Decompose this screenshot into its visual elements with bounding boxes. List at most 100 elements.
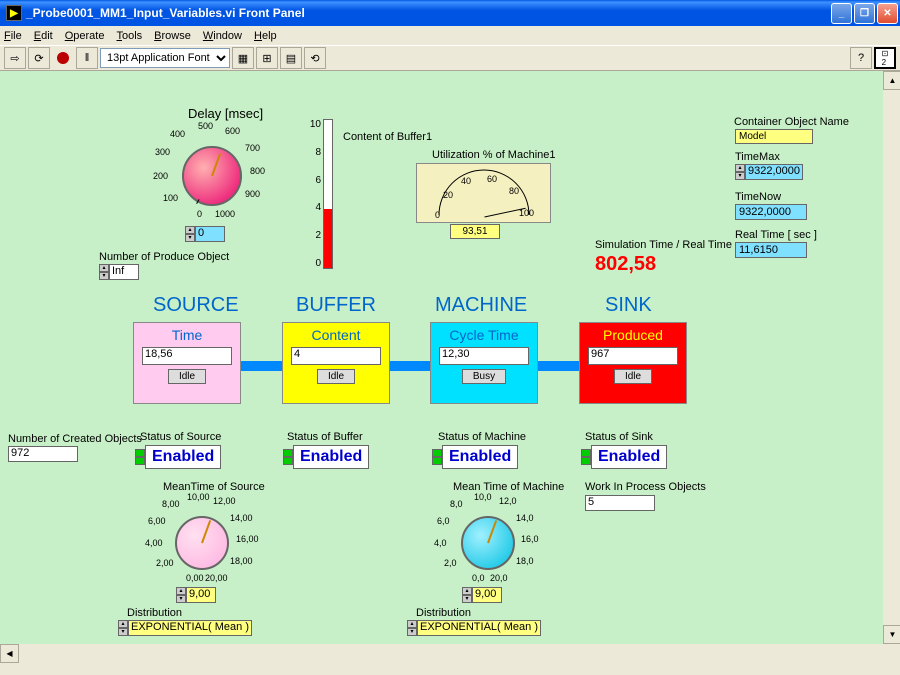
- status-buffer[interactable]: Enabled: [283, 445, 369, 469]
- abort-button[interactable]: [57, 52, 69, 64]
- window-title: _Probe0001_MM1_Input_Variables.vi Front …: [26, 6, 829, 20]
- timemax-label: TimeMax: [735, 151, 780, 163]
- delay-tick-900: 900: [245, 189, 260, 199]
- buffer-block-label: Content: [287, 327, 385, 343]
- mm-tick0: 0,0: [472, 573, 485, 583]
- status-buffer-label: Status of Buffer: [287, 431, 363, 443]
- buffer-thermometer: 10 8 6 4 2 0: [307, 119, 333, 269]
- toolbar: ⇨ ⟳ ‖ 13pt Application Font ▦ ⊞ ▤ ⟲ ? ⊡2: [0, 45, 900, 71]
- machine-block-label: Cycle Time: [435, 327, 533, 343]
- delay-tick-100: 100: [163, 193, 178, 203]
- mean-source-dist[interactable]: ▴▾ EXPONENTIAL( Mean ): [118, 620, 252, 636]
- machine-state-button[interactable]: Busy: [462, 369, 506, 384]
- run-continuous-button[interactable]: ⟳: [28, 47, 50, 69]
- timenow-label: TimeNow: [735, 191, 781, 203]
- status-source-label: Status of Source: [140, 431, 221, 443]
- section-buffer: BUFFER: [296, 294, 376, 317]
- source-block: Time 18,56 Idle: [133, 322, 241, 404]
- wip-label: Work In Process Objects: [585, 481, 706, 493]
- horizontal-scrollbar[interactable]: [0, 644, 900, 661]
- mm-tick5: 10,0: [474, 492, 492, 502]
- mm-tick9: 18,0: [516, 556, 534, 566]
- menu-file[interactable]: File: [4, 30, 22, 42]
- align-button[interactable]: ▦: [232, 47, 254, 69]
- mean-source-input[interactable]: ▴▾ 9,00: [176, 587, 216, 603]
- timenow-value: 9322,0000: [735, 204, 807, 220]
- buffer-thermo-label: Content of Buffer1: [343, 131, 432, 143]
- ms-tick10: 20,00: [205, 573, 228, 583]
- mm-tick6: 12,0: [499, 496, 517, 506]
- reorder-button[interactable]: ▤: [280, 47, 302, 69]
- status-machine[interactable]: Enabled: [432, 445, 518, 469]
- delay-dial[interactable]: [182, 146, 242, 206]
- close-button[interactable]: ✕: [877, 3, 898, 24]
- mm-tick2: 4,0: [434, 538, 447, 548]
- mm-tick4: 8,0: [450, 499, 463, 509]
- delay-input[interactable]: ▴▾ 0: [185, 226, 225, 242]
- buffer-content-value: 4: [291, 347, 381, 365]
- delay-tick-0: 0: [197, 209, 202, 219]
- status-source[interactable]: Enabled: [135, 445, 221, 469]
- delay-tick-700: 700: [245, 143, 260, 153]
- ms-tick3: 6,00: [148, 516, 166, 526]
- mean-machine-dial[interactable]: [461, 516, 515, 570]
- mm-tick10: 20,0: [490, 573, 508, 583]
- menu-help[interactable]: Help: [254, 30, 277, 42]
- vertical-scrollbar[interactable]: [883, 71, 900, 661]
- sim-ratio-label: Simulation Time / Real Time: [595, 239, 732, 251]
- run-button[interactable]: ⇨: [4, 47, 26, 69]
- resize-button[interactable]: ⟲: [304, 47, 326, 69]
- menu-tools[interactable]: Tools: [116, 30, 142, 42]
- menu-edit[interactable]: Edit: [34, 30, 53, 42]
- titlebar: ▶ _Probe0001_MM1_Input_Variables.vi Fron…: [0, 0, 900, 26]
- mean-machine-dist[interactable]: ▴▾ EXPONENTIAL( Mean ): [407, 620, 541, 636]
- ms-tick8: 16,00: [236, 534, 259, 544]
- app-icon: ▶: [6, 5, 22, 21]
- buffer-state-button[interactable]: Idle: [317, 369, 355, 384]
- mean-machine-dist-label: Distribution: [416, 607, 471, 619]
- status-sink-label: Status of Sink: [585, 431, 653, 443]
- sink-state-button[interactable]: Idle: [614, 369, 652, 384]
- ms-tick1: 2,00: [156, 558, 174, 568]
- minimize-button[interactable]: _: [831, 3, 852, 24]
- menu-browse[interactable]: Browse: [154, 30, 191, 42]
- font-select[interactable]: 13pt Application Font: [100, 48, 230, 68]
- timemax-input[interactable]: ▴▾ 9322,0000: [735, 164, 803, 180]
- util-label: Utilization % of Machine1: [432, 149, 556, 161]
- delay-tick-1000: 1000: [215, 209, 235, 219]
- created-value: 972: [8, 446, 78, 462]
- delay-tick-300: 300: [155, 147, 170, 157]
- distribute-button[interactable]: ⊞: [256, 47, 278, 69]
- maximize-button[interactable]: ❐: [854, 3, 875, 24]
- source-time-value: 18,56: [142, 347, 232, 365]
- mean-source-dial[interactable]: [175, 516, 229, 570]
- mm-tick3: 6,0: [437, 516, 450, 526]
- ms-tick5: 10,00: [187, 492, 210, 502]
- realtime-label: Real Time [ sec ]: [735, 229, 817, 241]
- context-help-button[interactable]: ?: [850, 47, 872, 69]
- section-machine: MACHINE: [435, 294, 527, 317]
- machine-cycle-value: 12,30: [439, 347, 529, 365]
- mm-tick7: 14,0: [516, 513, 534, 523]
- container-value: Model: [735, 129, 813, 144]
- mean-source-label: MeanTime of Source: [163, 481, 265, 493]
- mean-source-dist-label: Distribution: [127, 607, 182, 619]
- mean-machine-input[interactable]: ▴▾ 9,00: [462, 587, 502, 603]
- produce-label: Number of Produce Object: [99, 251, 229, 263]
- sim-ratio-value: 802,58: [595, 253, 656, 276]
- menubar: File Edit Operate Tools Browse Window He…: [0, 26, 900, 45]
- buffer-block: Content 4 Idle: [282, 322, 390, 404]
- status-sink[interactable]: Enabled: [581, 445, 667, 469]
- delay-tick-400: 400: [170, 129, 185, 139]
- mm-tick8: 16,0: [521, 534, 539, 544]
- menu-window[interactable]: Window: [203, 30, 242, 42]
- pause-button[interactable]: ‖: [76, 47, 98, 69]
- menu-operate[interactable]: Operate: [65, 30, 105, 42]
- ms-tick9: 18,00: [230, 556, 253, 566]
- wip-value: 5: [585, 495, 655, 511]
- source-state-button[interactable]: Idle: [168, 369, 206, 384]
- produce-input[interactable]: ▴▾ Inf: [99, 264, 139, 280]
- icon-pane-button[interactable]: ⊡2: [874, 47, 896, 69]
- machine-block: Cycle Time 12,30 Busy: [430, 322, 538, 404]
- ms-tick4: 8,00: [162, 499, 180, 509]
